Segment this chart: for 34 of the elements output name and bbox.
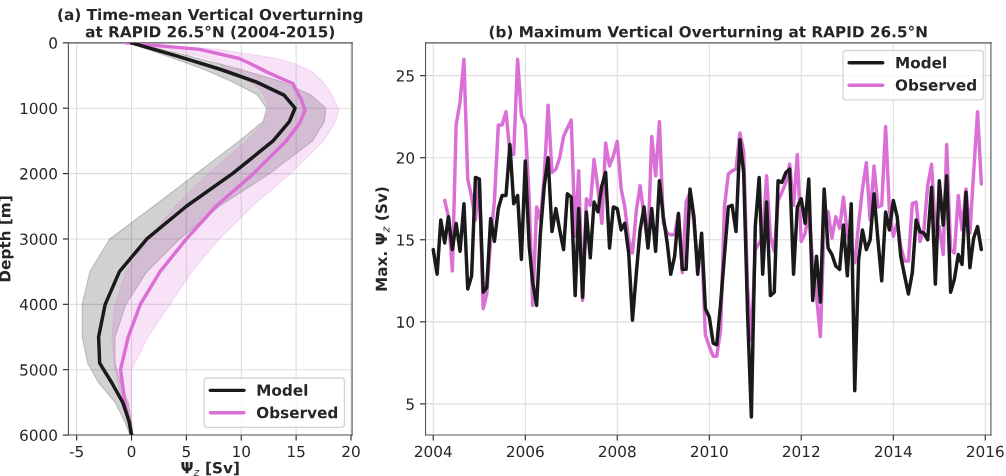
y-tick-label: 6000 [20,429,57,442]
x-tick-label: 2012 [782,445,820,458]
y-tick-label: 15 [397,234,414,246]
y-tick-label: 20 [396,152,415,164]
x-tick-label: 5 [182,445,190,458]
legend-label: Observed [256,406,338,419]
y-axis-title: Max. Ψ$_{z}$ (Sv) [375,187,390,291]
x-tick-label: 2014 [874,445,912,458]
y-tick-label: 0 [49,37,57,49]
y-tick-label: 3000 [20,233,57,245]
x-tick-label: 15 [288,445,305,458]
x-tick-label: 10 [233,445,250,458]
y-tick-label: 25 [396,70,414,82]
chart-title: (a) Time-mean Vertical Overturning at RAPID 26.5°N (2004-2015) [58,8,363,40]
y-tick-label: 1000 [20,102,57,115]
x-axis-title: Ψ$_{z}$ [Sv] [181,461,239,476]
line-series [431,137,984,419]
x-tick-label: 20 [342,445,360,458]
legend-label: Model [257,384,308,396]
y-tick-label: 5000 [20,364,57,376]
y-tick-label: 2000 [20,168,57,180]
x-tick-label: 2006 [506,445,544,458]
y-tick-label: 10 [397,316,415,328]
legend-label: Observed [895,79,976,91]
x-tick-label: 0 [127,445,136,458]
x-tick-label: 2016 [966,445,1004,458]
x-tick-label: 2010 [690,445,728,458]
x-tick-label: 2008 [598,445,636,458]
y-tick-label: 5 [406,398,414,410]
x-tick-label: -5 [69,445,83,458]
y-tick-label: 4000 [19,298,57,311]
chart-title: (b) Maximum Vertical Overturning at RAPID 26.5°N [489,25,927,41]
x-tick-label: 2004 [414,445,452,458]
legend-label: Model [896,56,946,69]
